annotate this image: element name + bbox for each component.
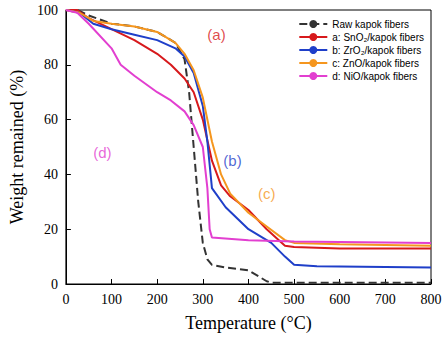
svg-text:(b): (b) (223, 152, 241, 169)
svg-text:c: ZnO/kapok fibers: c: ZnO/kapok fibers (332, 58, 419, 69)
svg-text:400: 400 (238, 292, 259, 307)
svg-text:(d): (d) (93, 144, 111, 161)
svg-text:a: SnO₂/kapok fibers: a: SnO₂/kapok fibers (332, 32, 424, 43)
svg-text:300: 300 (192, 292, 213, 307)
svg-text:Temperature (°C): Temperature (°C) (185, 313, 311, 334)
svg-text:200: 200 (147, 292, 168, 307)
svg-text:600: 600 (329, 292, 350, 307)
svg-text:20: 20 (44, 222, 58, 237)
svg-text:(a): (a) (207, 26, 225, 43)
svg-text:80: 80 (44, 57, 58, 72)
svg-text:0: 0 (51, 277, 58, 292)
svg-text:100: 100 (37, 3, 58, 18)
svg-text:60: 60 (44, 112, 58, 127)
svg-text:500: 500 (284, 292, 305, 307)
svg-text:b: ZrO₂/kapok fibers: b: ZrO₂/kapok fibers (332, 45, 421, 56)
svg-text:800: 800 (421, 292, 442, 307)
svg-text:0: 0 (62, 292, 69, 307)
svg-text:700: 700 (375, 292, 396, 307)
svg-text:Raw kapok fibers: Raw kapok fibers (332, 19, 409, 30)
svg-text:100: 100 (101, 292, 122, 307)
svg-text:(c): (c) (258, 185, 276, 202)
svg-text:Weight remained (%): Weight remained (%) (7, 70, 28, 225)
svg-text:40: 40 (44, 167, 58, 182)
svg-text:d: NiO/kapok fibers: d: NiO/kapok fibers (332, 71, 417, 82)
